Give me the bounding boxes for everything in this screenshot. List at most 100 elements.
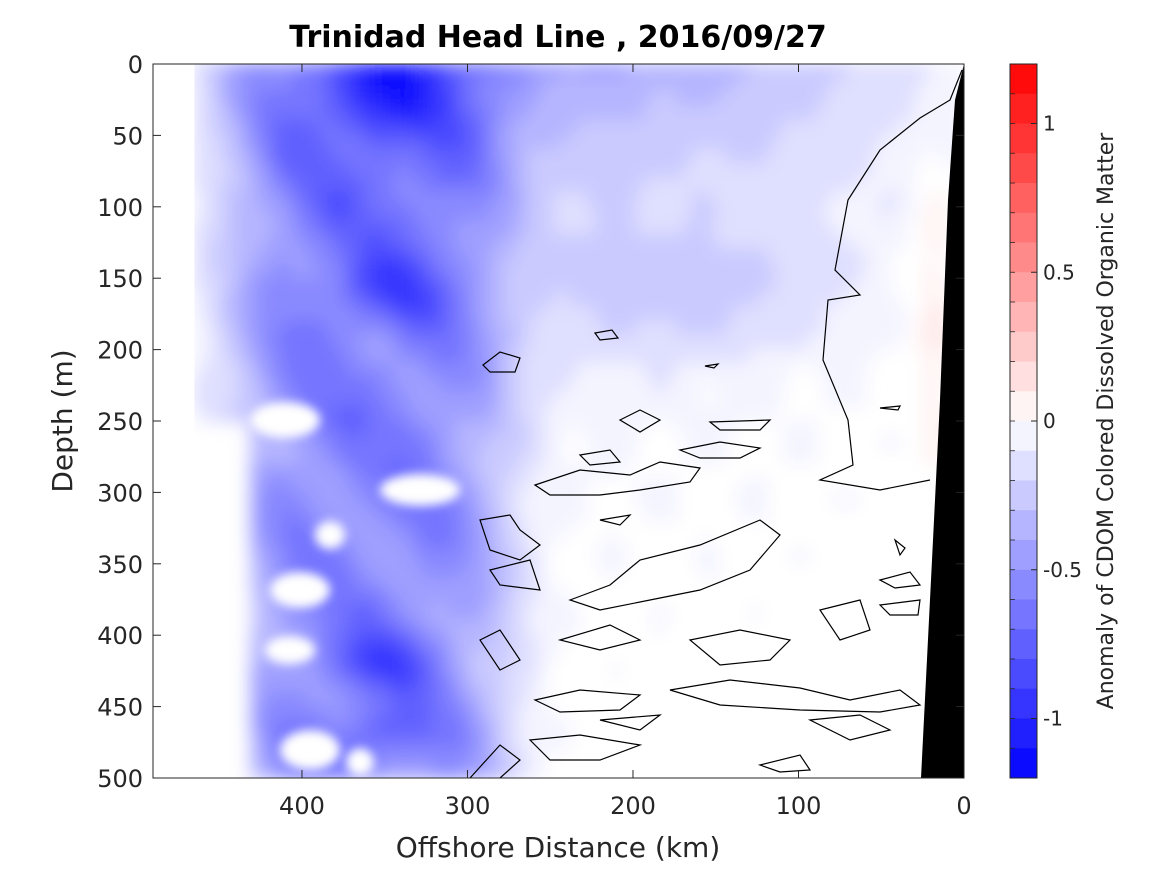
field-cell	[840, 320, 851, 337]
zero-contour	[669, 679, 922, 713]
field-cell	[692, 134, 704, 151]
field-cell	[447, 420, 458, 437]
field-cell	[807, 305, 818, 323]
field-cell	[553, 205, 564, 223]
field-cell	[529, 177, 540, 194]
field-cell	[398, 320, 409, 337]
field-cell	[439, 677, 450, 694]
field-cell	[701, 262, 712, 280]
field-cell	[545, 234, 556, 251]
field-cell	[815, 91, 826, 108]
field-cell	[267, 591, 278, 608]
field-cell	[610, 391, 622, 408]
field-cell	[463, 348, 474, 365]
field-cell	[430, 434, 442, 451]
field-cell	[741, 120, 753, 137]
field-cell	[308, 634, 319, 651]
field-cell	[250, 462, 261, 480]
field-cell	[340, 291, 351, 308]
field-cell	[856, 205, 867, 223]
field-cell	[267, 120, 278, 137]
field-cell	[807, 262, 818, 280]
field-cell	[389, 662, 401, 680]
field-cell	[545, 391, 556, 408]
field-cell	[537, 205, 548, 223]
field-cell	[463, 605, 474, 622]
field-cell	[610, 534, 622, 551]
field-cell	[201, 220, 212, 237]
field-cell	[692, 234, 704, 251]
field-cell	[660, 477, 671, 494]
field-cell	[193, 91, 204, 108]
field-cell	[938, 77, 949, 94]
field-cell	[455, 734, 466, 751]
field-cell	[373, 534, 384, 551]
colorbar-band	[1010, 599, 1037, 630]
field-cell	[258, 448, 270, 465]
field-cell	[832, 205, 843, 223]
field-cell	[913, 91, 925, 108]
field-cell	[610, 162, 622, 180]
field-cell	[881, 277, 892, 294]
field-cell	[242, 148, 253, 165]
field-cell	[250, 762, 261, 778]
field-cell	[496, 534, 507, 551]
colorbar-band	[1010, 64, 1037, 95]
field-cell	[627, 248, 638, 265]
field-cell	[398, 420, 409, 437]
field-cell	[496, 148, 507, 165]
field-cell	[660, 77, 671, 94]
field-cell	[455, 705, 466, 722]
field-cell	[758, 334, 769, 351]
field-cell	[733, 391, 744, 408]
field-cell	[864, 64, 875, 80]
field-cell	[291, 191, 302, 208]
field-cell	[488, 148, 499, 165]
field-cell	[758, 177, 769, 194]
field-cell	[823, 134, 835, 151]
field-cell	[422, 705, 433, 722]
field-cell	[332, 562, 343, 580]
field-cell	[430, 591, 442, 608]
field-cell	[398, 64, 409, 80]
field-cell	[357, 362, 368, 380]
field-cell	[496, 91, 507, 108]
field-cell	[610, 191, 622, 208]
field-cell	[414, 77, 425, 94]
field-cell	[627, 91, 638, 108]
field-cell	[283, 77, 294, 94]
field-cell	[447, 662, 458, 680]
field-cell	[799, 64, 810, 80]
field-cell	[520, 719, 532, 737]
field-cell	[897, 177, 908, 194]
field-cell	[348, 691, 360, 708]
field-cell	[619, 105, 630, 123]
field-cell	[439, 162, 450, 180]
field-cell	[242, 277, 253, 294]
field-cell	[504, 320, 515, 337]
field-cell	[275, 562, 286, 580]
field-cell	[447, 91, 458, 108]
field-cell	[275, 277, 286, 294]
colorbar-band	[1010, 421, 1037, 452]
field-cell	[209, 162, 220, 180]
field-cell	[520, 262, 532, 280]
field-cell	[594, 134, 605, 151]
field-cell	[422, 120, 433, 137]
field-cell	[512, 405, 523, 422]
field-cell	[520, 391, 532, 408]
field-cell	[668, 505, 679, 522]
field-cell	[406, 105, 417, 123]
field-cell	[537, 305, 548, 323]
field-cell	[668, 277, 679, 294]
field-cell	[365, 377, 376, 394]
field-cell	[447, 120, 458, 137]
field-cell	[570, 391, 581, 408]
field-cell	[561, 177, 573, 194]
field-cell	[398, 248, 409, 265]
field-cell	[758, 262, 769, 280]
field-cell	[365, 362, 376, 380]
field-cell	[668, 191, 679, 208]
field-cell	[570, 619, 581, 637]
field-cell	[561, 405, 573, 422]
